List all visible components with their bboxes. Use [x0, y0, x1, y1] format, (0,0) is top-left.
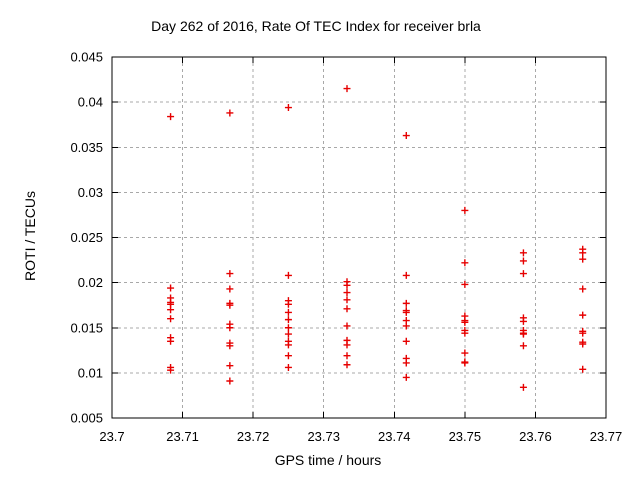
x-tick-label: 23.76 [519, 429, 552, 444]
data-point-marker [167, 337, 175, 345]
data-point-marker [284, 324, 292, 332]
data-point-marker [284, 341, 292, 349]
data-point-marker [167, 284, 175, 292]
y-tick-label: 0.03 [78, 185, 103, 200]
x-tick-label: 23.73 [307, 429, 340, 444]
data-point-marker [284, 352, 292, 360]
data-point-marker [284, 104, 292, 112]
data-point-marker [226, 362, 234, 370]
y-tick-label: 0.045 [70, 50, 103, 65]
data-point-marker [343, 85, 351, 93]
y-tick-label: 0.01 [78, 365, 103, 380]
data-point-marker [519, 342, 527, 350]
data-point-marker [461, 359, 469, 367]
data-point-marker [343, 281, 351, 289]
y-tick-label: 0.025 [70, 230, 103, 245]
data-point-marker [519, 317, 527, 325]
data-point-marker [461, 206, 469, 214]
data-point-marker [343, 322, 351, 330]
data-point-marker [461, 329, 469, 337]
data-point-marker [343, 341, 351, 349]
data-point-marker [284, 330, 292, 338]
data-point-marker [402, 359, 410, 367]
x-tick-label: 23.71 [166, 429, 199, 444]
data-point-marker [226, 301, 234, 309]
data-point-marker [284, 271, 292, 279]
x-tick-label: 23.75 [449, 429, 482, 444]
data-point-marker [579, 249, 587, 257]
data-point-marker [402, 132, 410, 140]
data-point-marker [579, 329, 587, 337]
data-point-marker [167, 113, 175, 121]
data-point-marker [519, 383, 527, 391]
data-point-marker [402, 322, 410, 330]
data-point-marker [461, 259, 469, 267]
data-point-marker [343, 289, 351, 297]
chart-title: Day 262 of 2016, Rate Of TEC Index for r… [151, 18, 481, 34]
y-tick-label: 0.04 [78, 95, 103, 110]
data-point-marker [402, 299, 410, 307]
data-point-marker [402, 373, 410, 381]
y-tick-label: 0.035 [70, 140, 103, 155]
x-tick-label: 23.7 [99, 429, 124, 444]
data-point-marker [461, 349, 469, 357]
data-point-marker [226, 270, 234, 278]
data-point-marker [402, 337, 410, 345]
x-axis-label: GPS time / hours [274, 452, 382, 468]
data-point-marker [226, 377, 234, 385]
data-point-marker [579, 340, 587, 348]
data-point-marker [519, 257, 527, 265]
data-point-marker [461, 280, 469, 288]
data-point-marker [167, 306, 175, 314]
data-point-marker [519, 270, 527, 278]
data-point-marker [519, 330, 527, 338]
data-point-marker [579, 311, 587, 319]
data-point-marker [579, 255, 587, 263]
data-point-marker [226, 285, 234, 293]
y-tick-label: 0.02 [78, 275, 103, 290]
data-point-marker [284, 363, 292, 371]
data-point-marker [284, 300, 292, 308]
x-tick-label: 23.72 [237, 429, 270, 444]
data-point-marker [343, 361, 351, 369]
data-point-marker [284, 316, 292, 324]
data-point-marker [226, 324, 234, 332]
data-point-marker [579, 365, 587, 373]
data-point-marker [343, 296, 351, 304]
data-point-marker [402, 271, 410, 279]
data-point-marker [167, 366, 175, 374]
data-point-marker [461, 318, 469, 326]
data-point-marker [343, 305, 351, 313]
y-tick-label: 0.005 [70, 411, 103, 426]
data-point-marker [343, 352, 351, 360]
x-tick-label: 23.74 [378, 429, 411, 444]
data-point-marker [226, 342, 234, 350]
y-tick-label: 0.015 [70, 320, 103, 335]
x-tick-label: 23.77 [590, 429, 623, 444]
data-point-marker [226, 109, 234, 117]
data-point-marker [519, 249, 527, 257]
data-point-marker [284, 308, 292, 316]
data-point-marker [579, 285, 587, 293]
data-point-marker [402, 308, 410, 316]
data-point-marker [167, 315, 175, 323]
